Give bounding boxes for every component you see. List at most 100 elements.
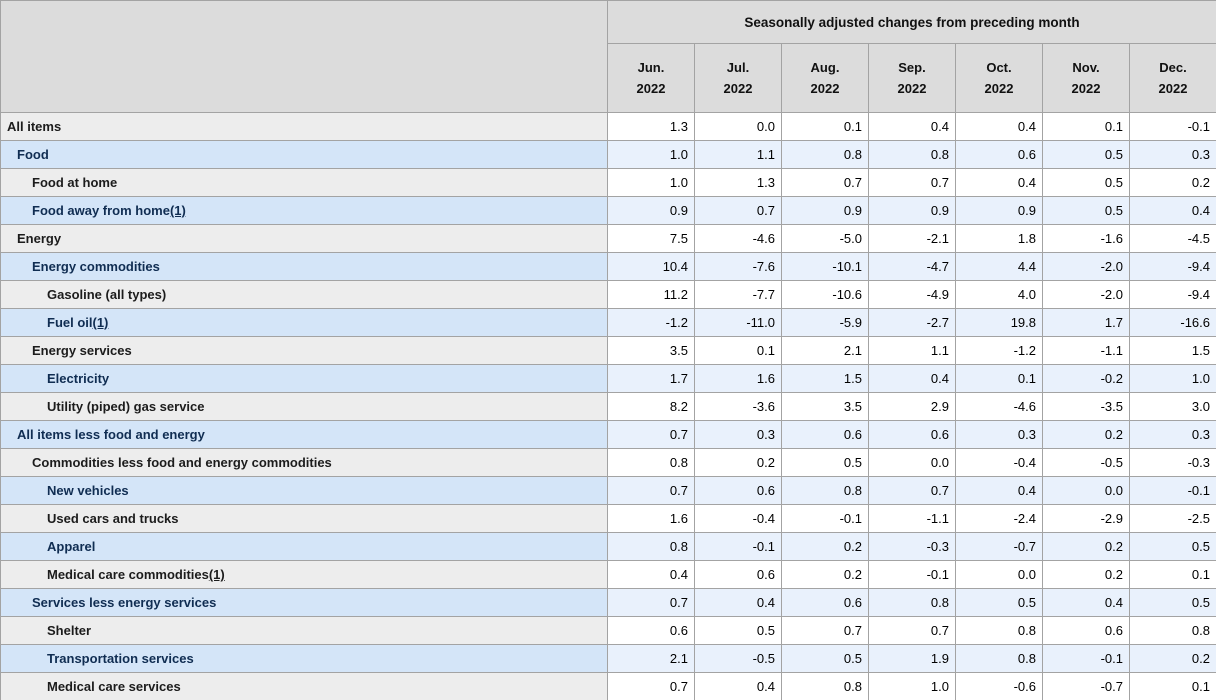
value-cell: 10.4 [607,252,695,281]
value-cell: 0.2 [1042,420,1130,449]
table-row: New vehicles 0.7 0.6 0.8 0.7 0.4 0.0 -0.1 [0,476,1216,505]
value-cell: 8.2 [607,392,695,421]
footnote-link[interactable]: (1) [169,203,186,218]
row-label-text: Medical care commodities [47,567,209,582]
value-cell: 0.4 [868,364,956,393]
year-label: 2022 [984,81,1014,96]
value-cell: 0.6 [868,420,956,449]
row-label: Food [0,140,608,169]
month-column-header: Oct. 2022 [955,43,1043,113]
table-row: Apparel 0.8 -0.1 0.2 -0.3 -0.7 0.2 0.5 [0,532,1216,561]
row-label: Services less energy services [0,588,608,617]
row-label: Medical care commodities(1) [0,560,608,589]
value-cell: -2.1 [868,224,956,253]
value-cell: 0.8 [607,532,695,561]
row-label: Gasoline (all types) [0,280,608,309]
value-cell: -0.1 [781,504,869,533]
value-cell: -1.1 [1042,336,1130,365]
value-cell: 3.0 [1129,392,1216,421]
row-label: Energy commodities [0,252,608,281]
value-cell: -9.4 [1129,252,1216,281]
value-cell: 0.8 [955,616,1043,645]
value-cell: -4.6 [694,224,782,253]
value-cell: -0.1 [1042,644,1130,673]
row-label-text: Gasoline (all types) [47,287,167,302]
value-cell: 0.1 [955,364,1043,393]
value-cell: 0.4 [607,560,695,589]
month-column-header: Nov. 2022 [1042,43,1130,113]
value-cell: 0.4 [1129,196,1216,225]
value-cell: 0.0 [1042,476,1130,505]
value-cell: 0.0 [868,448,956,477]
value-cell: 0.4 [868,112,956,141]
value-cell: -0.3 [1129,448,1216,477]
value-cell: 0.7 [607,672,695,700]
row-label-text: Services less energy services [32,595,217,610]
value-cell: 0.8 [781,476,869,505]
row-label: Food away from home(1) [0,196,608,225]
value-cell: 0.4 [955,168,1043,197]
value-cell: -0.7 [955,532,1043,561]
year-label: 2022 [723,81,753,96]
table-row: Utility (piped) gas service 8.2 -3.6 3.5 2.9… [0,392,1216,421]
month-header-row: Jun. 2022 Jul. 2022 Aug. 2022 Sep. 2022 Oct. 2022… [1,43,1216,113]
value-cell: -0.5 [694,644,782,673]
value-cell: 1.7 [607,364,695,393]
row-label: Electricity [0,364,608,393]
month-label: Sep. [898,59,926,75]
row-label-text: Energy commodities [32,259,160,274]
footnote-link[interactable]: (1) [208,567,225,582]
year-label: 2022 [1158,81,1188,96]
value-cell: 11.2 [607,280,695,309]
value-cell: 0.4 [694,672,782,700]
value-cell: 0.6 [607,616,695,645]
value-cell: 0.5 [694,616,782,645]
row-label-text: Fuel oil [47,315,93,330]
table-row: Food at home 1.0 1.3 0.7 0.7 0.4 0.5 0.2 [0,168,1216,197]
value-cell: 0.1 [1129,560,1216,589]
row-label: Used cars and trucks [0,504,608,533]
value-cell: 0.8 [781,140,869,169]
value-cell: 0.5 [781,448,869,477]
value-cell: -1.6 [1042,224,1130,253]
row-label: Shelter [0,616,608,645]
row-label-text: New vehicles [47,483,129,498]
value-cell: 0.9 [868,196,956,225]
value-cell: 0.4 [955,476,1043,505]
value-cell: 0.6 [955,140,1043,169]
table-row: Food away from home(1) 0.9 0.7 0.9 0.9 0.9 0.5… [0,196,1216,225]
value-cell: 0.5 [781,644,869,673]
value-cell: 19.8 [955,308,1043,337]
value-cell: 0.8 [607,448,695,477]
value-cell: 0.1 [781,112,869,141]
value-cell: 1.9 [868,644,956,673]
row-label-text: Food [17,147,49,162]
table-title: Seasonally adjusted changes from precedi… [607,0,1216,44]
row-label-text: All items [7,119,62,134]
value-cell: 0.5 [955,588,1043,617]
table-row: Electricity 1.7 1.6 1.5 0.4 0.1 -0.2 1.0 [0,364,1216,393]
value-cell: 0.7 [868,616,956,645]
table-body: All items 1.3 0.0 0.1 0.4 0.4 0.1 -0.1 Food 1.0 1.… [0,112,1216,700]
value-cell: 4.0 [955,280,1043,309]
value-cell: 1.1 [868,336,956,365]
value-cell: -2.0 [1042,252,1130,281]
value-cell: -0.5 [1042,448,1130,477]
value-cell: 0.6 [781,588,869,617]
footnote-link[interactable]: (1) [92,315,109,330]
month-label: Oct. [986,59,1012,75]
value-cell: 1.3 [694,168,782,197]
value-cell: -0.3 [868,532,956,561]
value-cell: 0.2 [694,448,782,477]
value-cell: 0.2 [781,560,869,589]
row-label-text: Food away from home [32,203,170,218]
row-label: All items less food and energy [0,420,608,449]
value-cell: 0.9 [955,196,1043,225]
value-cell: -10.1 [781,252,869,281]
value-cell: 0.0 [955,560,1043,589]
value-cell: 0.6 [1042,616,1130,645]
value-cell: -10.6 [781,280,869,309]
value-cell: 3.5 [781,392,869,421]
value-cell: -0.1 [868,560,956,589]
